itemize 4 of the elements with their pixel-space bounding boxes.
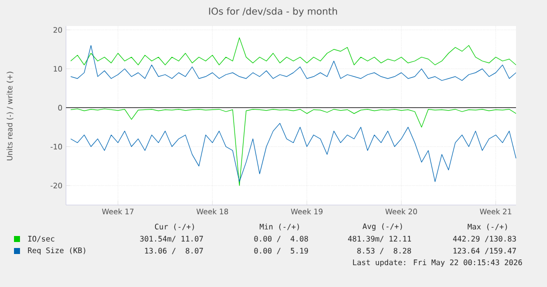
chart-title: IOs for /dev/sda - by month (209, 7, 337, 17)
line-series (70, 45, 516, 81)
line-series (70, 122, 516, 182)
line-series (70, 37, 516, 66)
